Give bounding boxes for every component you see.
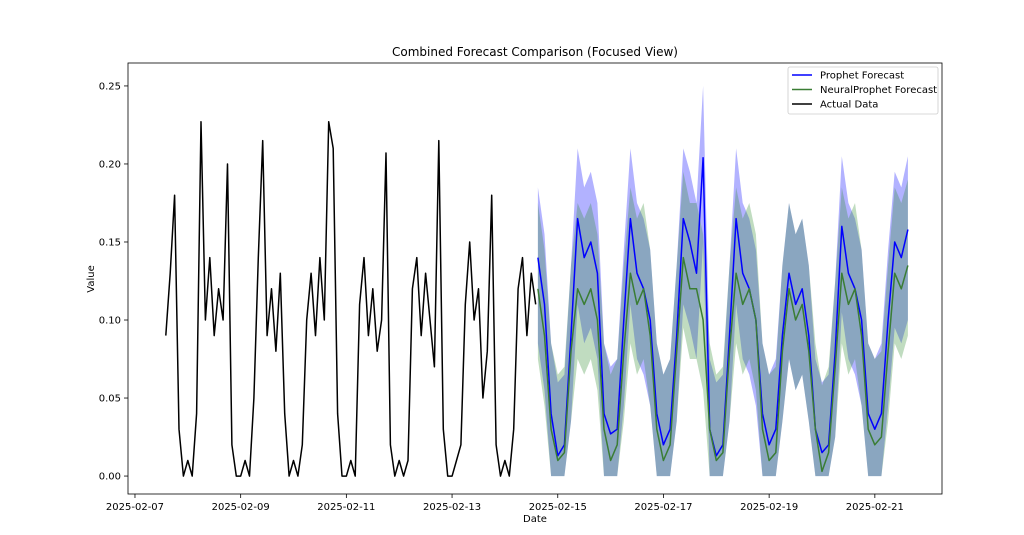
x-tick-label: 2025-02-09 bbox=[212, 502, 270, 513]
x-tick-label: 2025-02-19 bbox=[740, 502, 798, 513]
x-tick-label: 2025-02-11 bbox=[317, 502, 375, 513]
legend-label: Actual Data bbox=[820, 100, 878, 111]
plot-frame bbox=[127, 62, 943, 495]
x-tick-label: 2025-02-21 bbox=[846, 502, 904, 513]
x-axis-label: Date bbox=[523, 514, 547, 525]
legend-label: Prophet Forecast bbox=[820, 71, 904, 82]
legend-label: NeuralProphet Forecast bbox=[820, 85, 937, 96]
prophet-confidence-band bbox=[537, 85, 908, 477]
y-axis-label: Value bbox=[86, 265, 97, 292]
y-tick-label: 0.05 bbox=[99, 394, 121, 405]
y-tick-label: 0.10 bbox=[99, 316, 121, 327]
neuralprophet-confidence-band bbox=[537, 171, 908, 477]
x-tick-label: 2025-02-17 bbox=[634, 502, 692, 513]
legend: Prophet Forecast NeuralProphet Forecast Ac… bbox=[787, 66, 939, 115]
y-tick-label: 0.15 bbox=[99, 237, 121, 248]
y-tick-label: 0.25 bbox=[99, 81, 121, 92]
y-tick-label: 0.20 bbox=[99, 159, 121, 170]
x-tick-label: 2025-02-07 bbox=[106, 502, 164, 513]
y-tick-label: 0.00 bbox=[99, 472, 121, 483]
actual-data-line bbox=[165, 121, 537, 477]
legend-box bbox=[787, 66, 939, 115]
chart-title: Combined Forecast Comparison (Focused Vi… bbox=[392, 45, 678, 59]
neuralprophet-forecast-line bbox=[537, 256, 909, 473]
x-tick-label: 2025-02-13 bbox=[423, 502, 481, 513]
x-tick-label: 2025-02-15 bbox=[529, 502, 587, 513]
